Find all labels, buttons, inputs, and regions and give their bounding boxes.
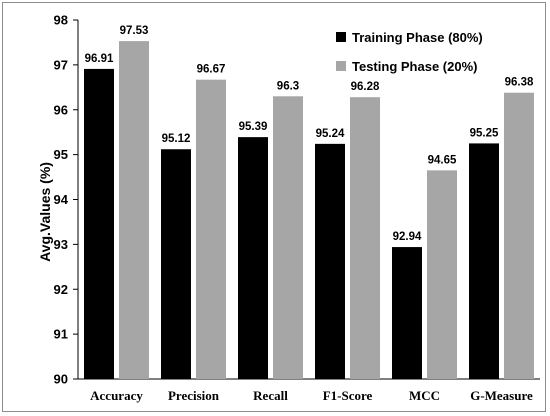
data-label: 94.65: [428, 154, 457, 166]
x-tick-label: MCC: [409, 388, 440, 403]
x-tick-label: Precision: [168, 388, 220, 403]
legend: Training Phase (80%) Testing Phase (20%): [336, 30, 483, 74]
bar-testing: [196, 79, 226, 379]
y-tick-label: 98: [54, 13, 68, 28]
bars: [84, 41, 534, 380]
y-tick-label: 90: [54, 372, 68, 387]
bar-training: [84, 68, 114, 379]
data-label: 92.94: [393, 231, 422, 243]
y-axis-label: Avg.Values (%): [37, 162, 53, 262]
y-tick-label: 94: [54, 192, 69, 207]
y-tick-label: 91: [54, 327, 68, 342]
data-label: 95.39: [239, 121, 268, 133]
data-label: 96.67: [197, 64, 226, 76]
data-label: 96.91: [85, 53, 114, 65]
legend-label: Testing Phase (20%): [352, 59, 477, 74]
bar-testing: [273, 96, 303, 379]
data-labels: 96.91 97.53 95.12 96.67 95.39 96.3 95.24 96.28 9…: [85, 25, 534, 243]
data-label: 97.53: [120, 25, 149, 37]
bar-testing: [504, 92, 534, 379]
y-tick-label: 92: [54, 282, 68, 297]
legend-label: Training Phase (80%): [352, 30, 483, 45]
x-tick-label: F1-Score: [323, 388, 373, 403]
y-tick-label: 95: [54, 147, 68, 162]
bar-training: [469, 143, 499, 379]
y-tick-label: 97: [54, 57, 68, 72]
bar-training: [238, 137, 268, 379]
bar-training: [161, 149, 191, 379]
data-label: 95.12: [162, 133, 191, 145]
x-tick-label: Accuracy: [90, 388, 143, 403]
bar-testing: [427, 170, 457, 379]
bar-testing: [119, 41, 149, 380]
bar-testing: [350, 97, 380, 379]
axes: 90 91 92 93 94 95 96 97 98 Accuracy Precision Recal…: [54, 13, 540, 403]
data-label: 95.24: [316, 128, 345, 140]
data-label: 95.25: [470, 127, 499, 139]
y-tick-label: 96: [54, 102, 68, 117]
data-label: 96.3: [277, 80, 299, 92]
legend-swatch: [336, 61, 346, 71]
x-tick-label: G-Measure: [470, 388, 533, 403]
bar-training: [392, 247, 422, 379]
legend-swatch: [336, 32, 346, 42]
data-label: 96.28: [351, 81, 380, 93]
data-label: 96.38: [505, 77, 534, 89]
y-tick-label: 93: [54, 237, 68, 252]
bar-training: [315, 143, 345, 379]
x-tick-label: Recall: [253, 388, 288, 403]
